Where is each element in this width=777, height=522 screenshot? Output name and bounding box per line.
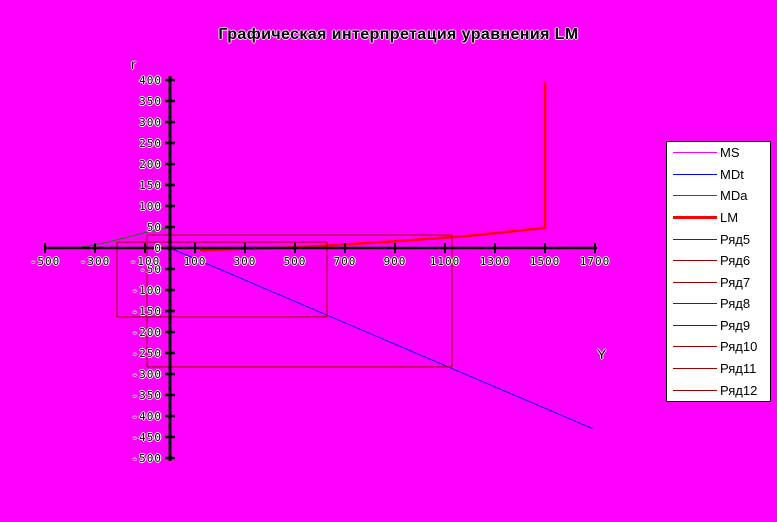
y-tick-label: -500 xyxy=(131,452,162,465)
legend-label: Ряд10 xyxy=(720,339,758,355)
legend-label: Ряд11 xyxy=(720,361,757,377)
y-tick-label: -350 xyxy=(131,389,162,402)
x-tick-label: -100 xyxy=(129,255,161,268)
legend-item-Ряд11: Ряд11 xyxy=(667,358,770,379)
x-tick-label: 1300 xyxy=(479,255,511,268)
legend-item-MS: MS xyxy=(667,142,770,163)
legend: MS MDt MDa LM Ряд5 Ряд6 Ряд7 Ряд8 Ряд9 Ряд10 Ряд11… xyxy=(666,141,771,402)
legend-line-swatch xyxy=(673,389,717,391)
y-tick-label: 0 xyxy=(154,242,162,255)
legend-item-Ряд9: Ряд9 xyxy=(667,315,770,336)
series-line-MDa xyxy=(76,227,171,249)
legend-line-swatch xyxy=(673,346,717,348)
legend-label: LM xyxy=(720,210,739,226)
y-tick-label: -100 xyxy=(131,284,162,297)
y-axis-title: r xyxy=(131,56,136,72)
legend-label: MDt xyxy=(720,166,744,182)
y-tick-label: -200 xyxy=(131,326,162,339)
legend-label: Ряд12 xyxy=(720,382,758,398)
legend-line-swatch xyxy=(673,281,717,283)
x-tick-label: 500 xyxy=(283,255,307,268)
legend-line-swatch xyxy=(673,260,717,262)
x-tick-label: 1100 xyxy=(429,255,461,268)
y-tick-label: 50 xyxy=(146,221,162,234)
legend-item-Ряд6: Ряд6 xyxy=(667,250,770,271)
chart-title: Графическая интерпретация уравнения LM xyxy=(218,26,579,43)
legend-item-MDt: MDt xyxy=(667,164,770,185)
y-tick-label: -50 xyxy=(139,263,162,276)
legend-item-Ряд12: Ряд12 xyxy=(667,380,770,401)
legend-line-swatch xyxy=(673,216,717,220)
legend-line-swatch xyxy=(673,303,717,305)
y-tick-label: -250 xyxy=(131,347,162,360)
y-tick-label: -450 xyxy=(131,431,162,444)
legend-line-swatch xyxy=(673,195,717,197)
legend-label: MDa xyxy=(720,188,748,204)
legend-item-Ряд10: Ряд10 xyxy=(667,336,770,357)
y-tick-label: 300 xyxy=(139,116,162,129)
legend-line-swatch xyxy=(673,238,717,240)
legend-item-Ряд8: Ряд8 xyxy=(667,293,770,314)
x-tick-label: 1500 xyxy=(529,255,561,268)
legend-line-swatch xyxy=(673,152,717,154)
legend-label: Ряд5 xyxy=(720,231,751,247)
legend-item-MDa: MDa xyxy=(667,185,770,206)
y-tick-label: 150 xyxy=(139,179,162,192)
legend-line-swatch xyxy=(673,173,717,175)
x-axis-title: Y xyxy=(597,346,607,362)
x-tick-label: 900 xyxy=(383,255,407,268)
x-tick-label: -300 xyxy=(79,255,111,268)
y-tick-label: -300 xyxy=(131,368,162,381)
x-tick-label: 300 xyxy=(233,255,257,268)
y-tick-label: 350 xyxy=(139,95,162,108)
x-tick-label: 700 xyxy=(333,255,357,268)
legend-item-Ряд7: Ряд7 xyxy=(667,272,770,293)
y-tick-label: -400 xyxy=(131,410,162,423)
x-tick-label: -500 xyxy=(29,255,61,268)
legend-item-LM: LM xyxy=(667,207,770,228)
series-line-LM xyxy=(199,82,547,252)
legend-label: Ряд7 xyxy=(720,274,751,290)
legend-item-Ряд5: Ряд5 xyxy=(667,229,770,250)
y-tick-label: 200 xyxy=(139,158,162,171)
legend-line-swatch xyxy=(673,368,717,370)
y-tick-label: 100 xyxy=(139,200,162,213)
y-tick-label: -150 xyxy=(131,305,162,318)
legend-label: Ряд6 xyxy=(720,253,751,269)
y-tick-label: 250 xyxy=(139,137,162,150)
x-tick-label: 100 xyxy=(183,255,207,268)
legend-label: MS xyxy=(720,145,740,161)
x-tick-label: 1700 xyxy=(579,255,611,268)
y-tick-label: 400 xyxy=(139,74,162,87)
legend-line-swatch xyxy=(673,324,717,326)
legend-label: Ряд9 xyxy=(720,317,751,333)
series-line-MDt xyxy=(169,247,593,430)
legend-label: Ряд8 xyxy=(720,296,751,312)
